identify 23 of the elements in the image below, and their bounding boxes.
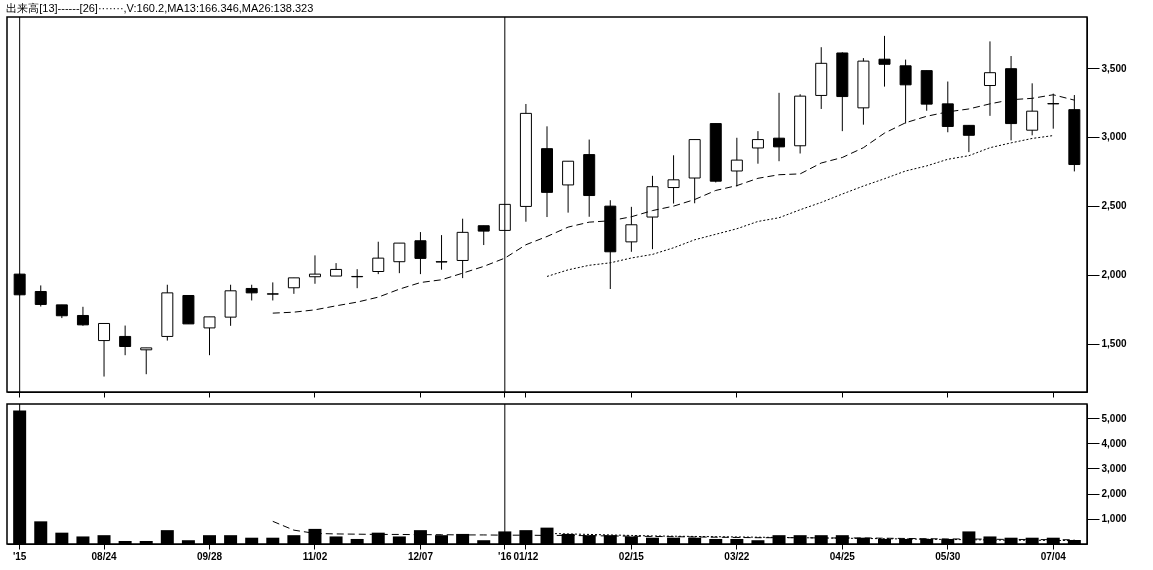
y-tick-label: 3,500 [1101, 62, 1127, 74]
x-tick-label: 11/02 [302, 550, 328, 562]
x-tick-label: 02/15 [618, 550, 645, 562]
x-tick-label: 07/04 [1040, 550, 1067, 562]
y-tick-label: 3,000 [1101, 131, 1127, 143]
x-tick-label: 08/24 [91, 550, 117, 562]
y-tick-label: 4,000 [1101, 437, 1127, 449]
y-tick-label: 3,000 [1101, 462, 1127, 474]
x-tick-label: '15 [12, 550, 27, 562]
y-tick-label: 1,000 [1101, 513, 1127, 525]
y-tick-label: 2,500 [1101, 200, 1127, 212]
y-tick-label: 2,000 [1101, 488, 1127, 500]
x-tick-label: 01/12 [513, 550, 539, 562]
chart-title: 出来高[13]------[26]·······,V:160.2,MA13:166.346,MA26:138.323 [6, 1, 314, 14]
x-tick-label: 05/30 [935, 550, 961, 562]
x-tick-label: '16 [498, 550, 512, 562]
x-tick-label: 03/22 [724, 550, 750, 562]
y-tick-label: 5,000 [1101, 412, 1127, 424]
y-tick-label: 2,000 [1101, 269, 1127, 281]
x-tick-label: 04/25 [829, 550, 856, 562]
x-tick-label: 12/07 [407, 550, 434, 562]
y-tick-label: 1,500 [1101, 338, 1127, 350]
x-tick-label: 09/28 [196, 550, 223, 562]
